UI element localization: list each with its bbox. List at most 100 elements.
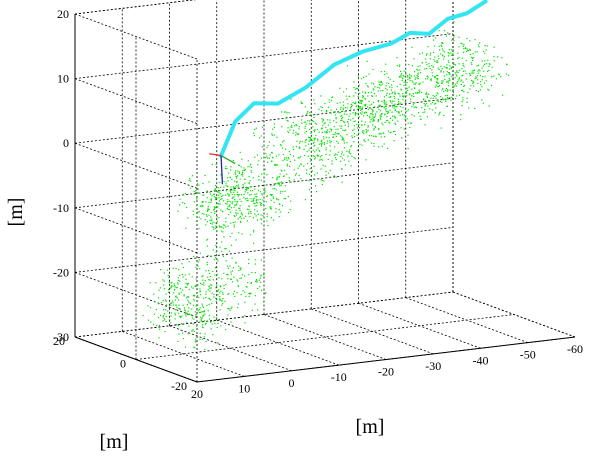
cloud-point <box>428 63 430 65</box>
cloud-point <box>260 214 262 216</box>
cloud-point <box>446 74 448 76</box>
cloud-point <box>243 169 246 172</box>
cloud-point <box>359 106 361 108</box>
cloud-point <box>414 71 416 73</box>
cloud-point <box>274 187 276 190</box>
cloud-point <box>381 113 383 115</box>
cloud-point <box>314 155 316 158</box>
cloud-point <box>178 312 180 314</box>
cloud-point <box>398 93 400 95</box>
cloud-point <box>452 91 455 94</box>
cloud-point <box>213 316 215 318</box>
cloud-point <box>267 144 269 147</box>
cloud-point <box>467 91 469 94</box>
cloud-point <box>437 100 439 102</box>
cloud-point <box>233 206 235 208</box>
cloud-point <box>391 86 393 89</box>
cloud-point <box>163 288 165 290</box>
cloud-point <box>431 109 433 111</box>
cloud-point <box>456 95 458 97</box>
cloud-point <box>431 72 433 74</box>
cloud-point <box>295 131 297 133</box>
cloud-point <box>297 167 299 169</box>
cloud-point <box>478 69 480 71</box>
cloud-point <box>383 143 385 145</box>
cloud-point <box>361 144 363 146</box>
cloud-point <box>236 279 238 281</box>
cloud-point <box>198 308 200 311</box>
cloud-point <box>403 70 405 72</box>
cloud-point <box>414 106 417 108</box>
cloud-point <box>396 57 398 59</box>
cloud-point <box>436 74 438 77</box>
cloud-point <box>224 248 226 250</box>
cloud-point <box>452 63 455 65</box>
cloud-point <box>308 136 310 139</box>
cloud-point <box>278 203 281 205</box>
cloud-point <box>176 297 178 299</box>
cloud-point <box>442 50 444 52</box>
cloud-point <box>199 338 201 340</box>
cloud-point <box>440 95 442 98</box>
cloud-point <box>285 148 287 150</box>
cloud-point <box>447 55 450 57</box>
cloud-point <box>178 307 180 309</box>
cloud-point <box>272 188 274 190</box>
cloud-point <box>427 46 429 48</box>
cloud-point <box>309 158 311 160</box>
cloud-point <box>235 204 237 206</box>
cloud-point <box>386 110 388 113</box>
cloud-point <box>334 114 336 116</box>
cloud-point <box>455 74 457 76</box>
cloud-point <box>465 47 467 50</box>
cloud-point <box>435 84 437 86</box>
cloud-point <box>359 109 362 111</box>
cloud-point <box>385 87 387 89</box>
cloud-point <box>389 100 392 102</box>
cloud-point <box>360 100 362 102</box>
cloud-point <box>249 292 251 294</box>
cloud-point <box>432 51 435 54</box>
cloud-point <box>207 254 209 257</box>
cloud-point <box>384 70 386 73</box>
cloud-point <box>357 127 359 129</box>
cloud-point <box>218 217 220 219</box>
cloud-point <box>165 293 167 295</box>
cloud-point <box>217 187 219 189</box>
cloud-point <box>490 84 493 87</box>
cloud-point <box>312 114 315 116</box>
cloud-point <box>312 126 314 128</box>
cloud-point <box>388 82 390 85</box>
cloud-point <box>401 137 403 139</box>
cloud-point <box>220 186 222 189</box>
cloud-point <box>477 82 479 84</box>
cloud-point <box>409 126 411 129</box>
cloud-point <box>437 81 439 84</box>
cloud-point <box>279 211 282 213</box>
y-tick-label: 20 <box>53 334 65 348</box>
cloud-point <box>278 183 280 186</box>
cloud-point <box>432 66 435 68</box>
cloud-point <box>365 159 367 161</box>
cloud-point <box>465 72 467 75</box>
cloud-point <box>223 285 225 287</box>
cloud-point <box>248 274 250 276</box>
cloud-point <box>359 99 361 101</box>
cloud-point <box>244 301 246 304</box>
cloud-point <box>241 158 243 160</box>
cloud-point <box>330 109 332 111</box>
cloud-point <box>251 271 253 274</box>
cloud-point <box>319 156 321 158</box>
cloud-point <box>261 146 263 148</box>
cloud-point <box>207 289 209 291</box>
cloud-point <box>462 97 464 99</box>
cloud-point <box>157 316 160 319</box>
cloud-point <box>409 94 411 96</box>
cloud-point <box>419 115 421 117</box>
cloud-point <box>329 142 331 144</box>
cloud-point <box>361 130 364 132</box>
cloud-point <box>390 89 393 91</box>
cloud-point <box>457 79 460 81</box>
cloud-point <box>242 183 244 186</box>
cloud-point <box>204 323 206 325</box>
